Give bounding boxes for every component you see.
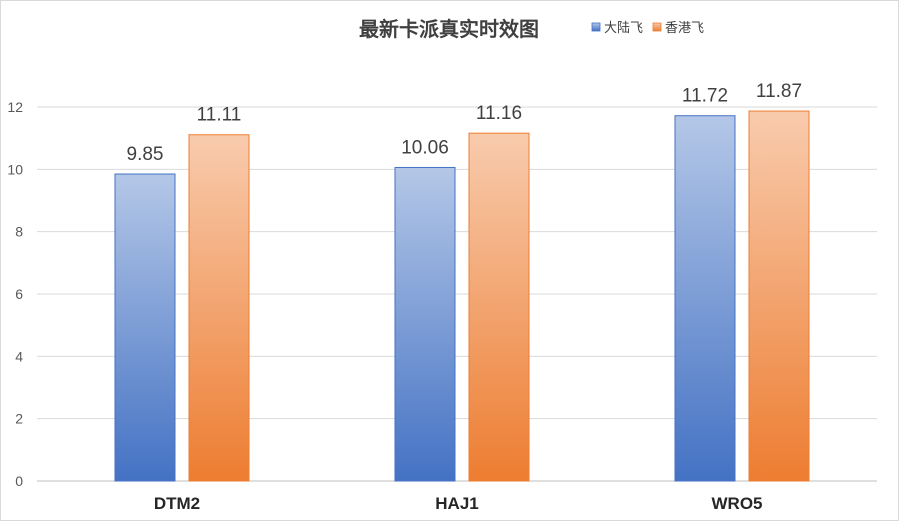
y-tick-label: 4 [15,348,23,364]
y-tick-label: 8 [15,224,23,240]
x-category-label: DTM2 [154,494,200,513]
data-label: 11.16 [476,103,522,124]
y-tick-label: 2 [15,411,23,427]
y-tick-label: 10 [7,161,23,177]
y-axis-tick-labels: 0 2 4 6 8 10 12 [7,99,23,489]
y-tick-label: 12 [7,99,23,115]
data-labels: 9.85 11.11 10.06 11.16 11.72 11.87 [127,81,803,165]
data-label: 11.72 [682,86,728,107]
legend: 大陆飞 香港飞 [591,20,704,36]
bar-wro5-series-2 [748,110,810,482]
x-axis-category-labels: DTM2 HAJ1 WRO5 [154,494,763,513]
legend-swatch-2 [652,22,662,32]
bar-haj1-series-1 [394,166,456,482]
legend-label-1: 大陆飞 [604,20,643,36]
legend-label-2: 香港飞 [665,21,704,36]
gridlines [37,106,877,482]
y-tick-label: 6 [15,286,23,302]
x-category-label: HAJ1 [435,494,478,513]
bar-wro5-series-1 [674,115,736,482]
bar-haj1-series-2 [468,132,530,482]
y-tick-label: 0 [15,473,23,489]
bar-dtm2-series-1 [114,173,176,482]
data-label: 11.11 [197,105,242,126]
legend-swatch-1 [591,22,601,32]
data-label: 9.85 [127,144,164,165]
bar-dtm2-series-2 [188,134,250,482]
data-label: 11.87 [756,81,802,102]
data-label: 10.06 [401,137,449,158]
chart-title: 最新卡派真实时效图 [359,17,539,41]
x-category-label: WRO5 [712,494,763,513]
bars [114,110,810,482]
